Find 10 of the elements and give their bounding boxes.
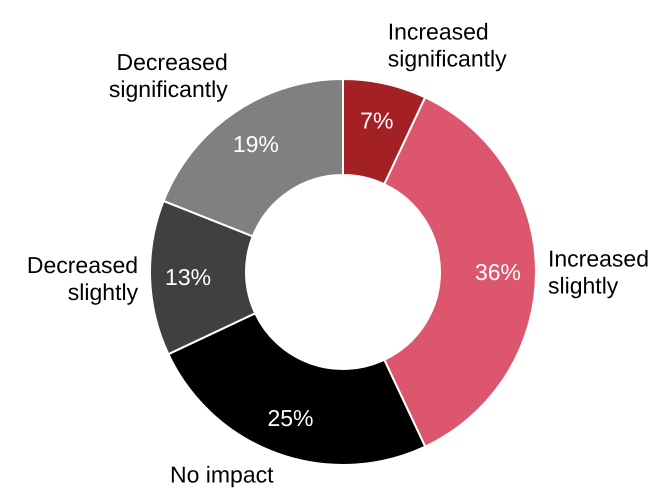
slice-label: Increased slightly: [548, 246, 650, 299]
slice-label: No impact: [170, 462, 274, 488]
data-label: 13%: [165, 264, 212, 290]
slice-label: Decreased slightly: [26, 252, 139, 306]
slice-label: Increased significantly: [388, 18, 508, 72]
data-label: 7%: [360, 108, 394, 134]
data-label: 25%: [267, 404, 314, 431]
data-label: 19%: [232, 130, 279, 157]
data-label: 36%: [474, 259, 522, 285]
slice-label: Decreased significantly: [108, 49, 228, 102]
